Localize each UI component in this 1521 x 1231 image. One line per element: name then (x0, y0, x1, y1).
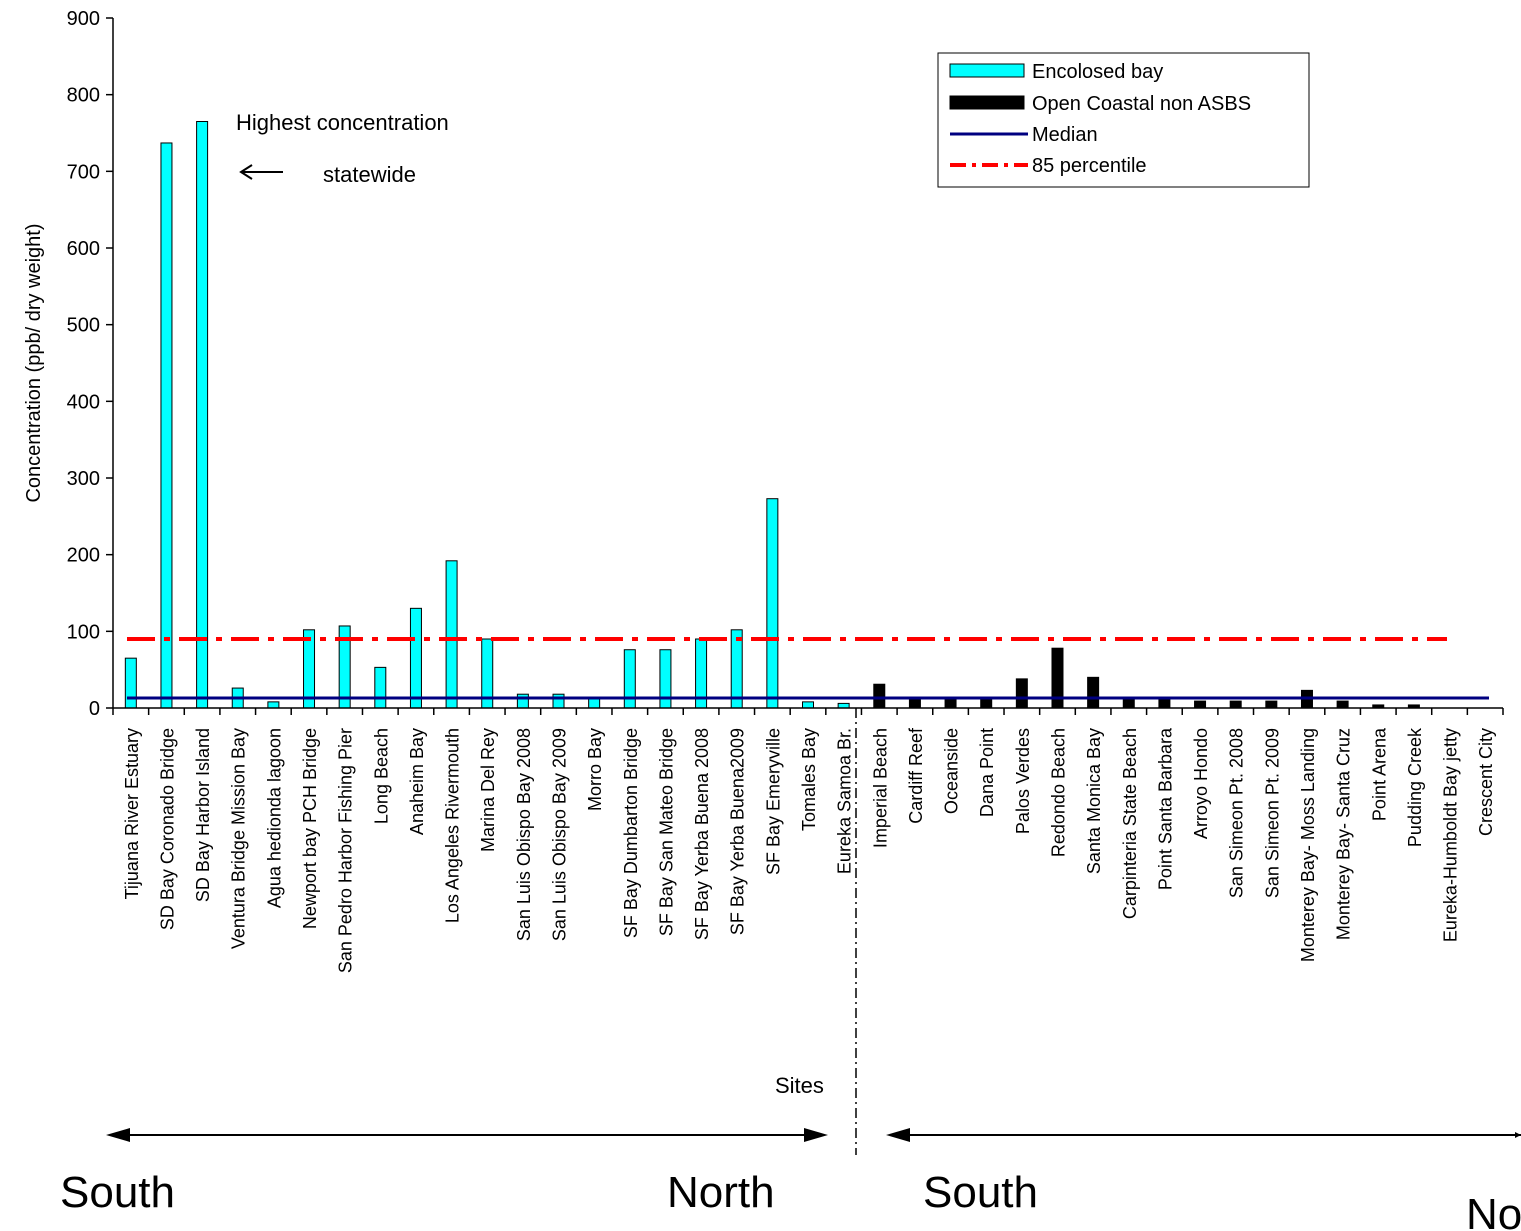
y-tick-label: 300 (67, 468, 100, 490)
legend-swatch-open-coastal (949, 95, 1025, 110)
bar-enclosed-bay (552, 693, 565, 709)
y-tick-label: 600 (67, 238, 100, 260)
bar-enclosed-bay (303, 629, 316, 709)
y-tick-label: 100 (67, 621, 100, 643)
y-axis-title: Concentration (ppb/ dry weight) (23, 223, 45, 502)
legend: Encolosed bay Open Coastal non ASBS Medi… (937, 52, 1310, 188)
bar-open-coastal (1015, 678, 1028, 709)
label-south-left: South (60, 1168, 175, 1217)
category-label: Morro Bay (585, 728, 605, 811)
category-label: Eureka-Humboldt Bay jetty (1441, 728, 1461, 942)
y-tick-label: 200 (67, 545, 100, 567)
category-label: SD Bay Harbor Island (193, 728, 213, 902)
bar-enclosed-bay (588, 698, 601, 709)
legend-label-open-coastal: Open Coastal non ASBS (1032, 93, 1251, 115)
legend-label-enclosed-bay: Encolosed bay (1032, 61, 1163, 83)
bar-open-coastal (1265, 700, 1278, 709)
bar-open-coastal (1194, 700, 1207, 709)
y-tick-label: 800 (67, 85, 100, 107)
bar-enclosed-bay (409, 607, 422, 709)
category-label: SF Bay Yerba Buena2009 (728, 728, 748, 935)
annotation-arrow-icon (239, 164, 283, 180)
x-axis-title: Sites (775, 1073, 824, 1098)
category-label: San Luis Obispo Bay 2009 (550, 728, 570, 941)
category-label: Tijuana River Estuary (122, 728, 142, 899)
y-tick-label: 500 (67, 315, 100, 337)
reference-lines (127, 637, 1489, 700)
bar-open-coastal (1229, 700, 1242, 709)
bar-enclosed-bay (516, 693, 529, 709)
category-label: Dana Point (977, 728, 997, 817)
category-label: SF Bay San Mateo Bridge (656, 728, 676, 936)
category-label: San Luis Obispo Bay 2008 (514, 728, 534, 941)
bar-open-coastal (1087, 676, 1100, 709)
category-label: San Simeon Pt. 2008 (1227, 728, 1247, 898)
label-north-left: North (667, 1168, 775, 1217)
category-label: SF Bay Emeryville (763, 728, 783, 875)
category-label: Palos Verdes (1013, 728, 1033, 834)
category-label: SF Bay Dumbarton Bridge (621, 728, 641, 938)
category-label: Marina Del Rey (478, 728, 498, 852)
category-label: Pudding Creek (1405, 727, 1425, 847)
category-label: SD Bay Coronado Bridge (158, 728, 178, 930)
legend-label-85-percentile: 85 percentile (1032, 155, 1147, 177)
category-label: Carpinteria State Beach (1120, 728, 1140, 919)
bar-enclosed-bay (374, 666, 387, 709)
category-label: Crescent City (1476, 728, 1496, 836)
y-tick-label: 400 (67, 391, 100, 413)
category-label: Oceanside (942, 728, 962, 814)
bar-enclosed-bay (730, 629, 743, 709)
bar-enclosed-bay (766, 498, 779, 709)
category-label: Point Arena (1369, 727, 1389, 821)
y-tick-label: 900 (67, 8, 100, 30)
category-label: Arroyo Hondo (1191, 728, 1211, 839)
y-tick-label: 700 (67, 161, 100, 183)
category-label: Newport bay PCH Bridge (300, 728, 320, 929)
category-label: Agua hedionda lagoon (264, 728, 284, 908)
legend-label-median: Median (1032, 124, 1098, 146)
direction-arrow-left-group (106, 1128, 828, 1142)
category-label: Long Beach (371, 728, 391, 824)
annotation-highest-line1: Highest concentration (236, 110, 449, 135)
category-label: Santa Monica Bay (1084, 728, 1104, 874)
bar-enclosed-bay (445, 560, 458, 709)
bar-enclosed-bay (160, 142, 173, 709)
direction-arrow-right-group (886, 1128, 1521, 1142)
category-label: Eureka Samoa Br. (835, 728, 855, 874)
category-label: Imperial Beach (870, 728, 890, 848)
category-label: Monterey Bay- Moss Landing (1298, 728, 1318, 962)
x-axis (112, 707, 1504, 715)
label-north-right: No (1466, 1190, 1521, 1231)
legend-swatch-enclosed-bay (949, 63, 1025, 78)
category-label: Los Angeles Rivermouth (443, 728, 463, 923)
annotation-highest-line2: statewide (323, 162, 416, 187)
bar-enclosed-bay (267, 701, 280, 709)
category-label: Monterey Bay- Santa Cruz (1334, 728, 1354, 940)
y-tick-label: 0 (89, 698, 100, 720)
bar-enclosed-bay (124, 657, 137, 709)
category-labels: Tijuana River Estuary SD Bay Coronado Bri… (122, 727, 1496, 973)
category-label: Point Santa Barbara (1155, 727, 1175, 890)
category-label: San Simeon Pt. 2009 (1262, 728, 1282, 898)
bar-enclosed-bay (196, 121, 209, 709)
category-label: Ventura Bridge Mission Bay (229, 728, 249, 949)
bar-open-coastal (873, 683, 886, 709)
category-label: Tomales Bay (799, 728, 819, 831)
y-axis: 0 100 200 300 400 500 600 700 800 900 (67, 8, 114, 720)
category-label: SF Bay Yerba Buena 2008 (692, 728, 712, 940)
bar-open-coastal (1336, 700, 1349, 709)
category-label: Redondo Beach (1049, 728, 1069, 857)
bars (124, 121, 1420, 709)
label-south-right: South (923, 1168, 1038, 1217)
category-label: San Pedro Harbor Fishing Pier (336, 728, 356, 973)
bar-enclosed-bay (802, 701, 814, 709)
category-label: Anaheim Bay (407, 728, 427, 835)
category-label: Cardiff Reef (906, 727, 926, 824)
